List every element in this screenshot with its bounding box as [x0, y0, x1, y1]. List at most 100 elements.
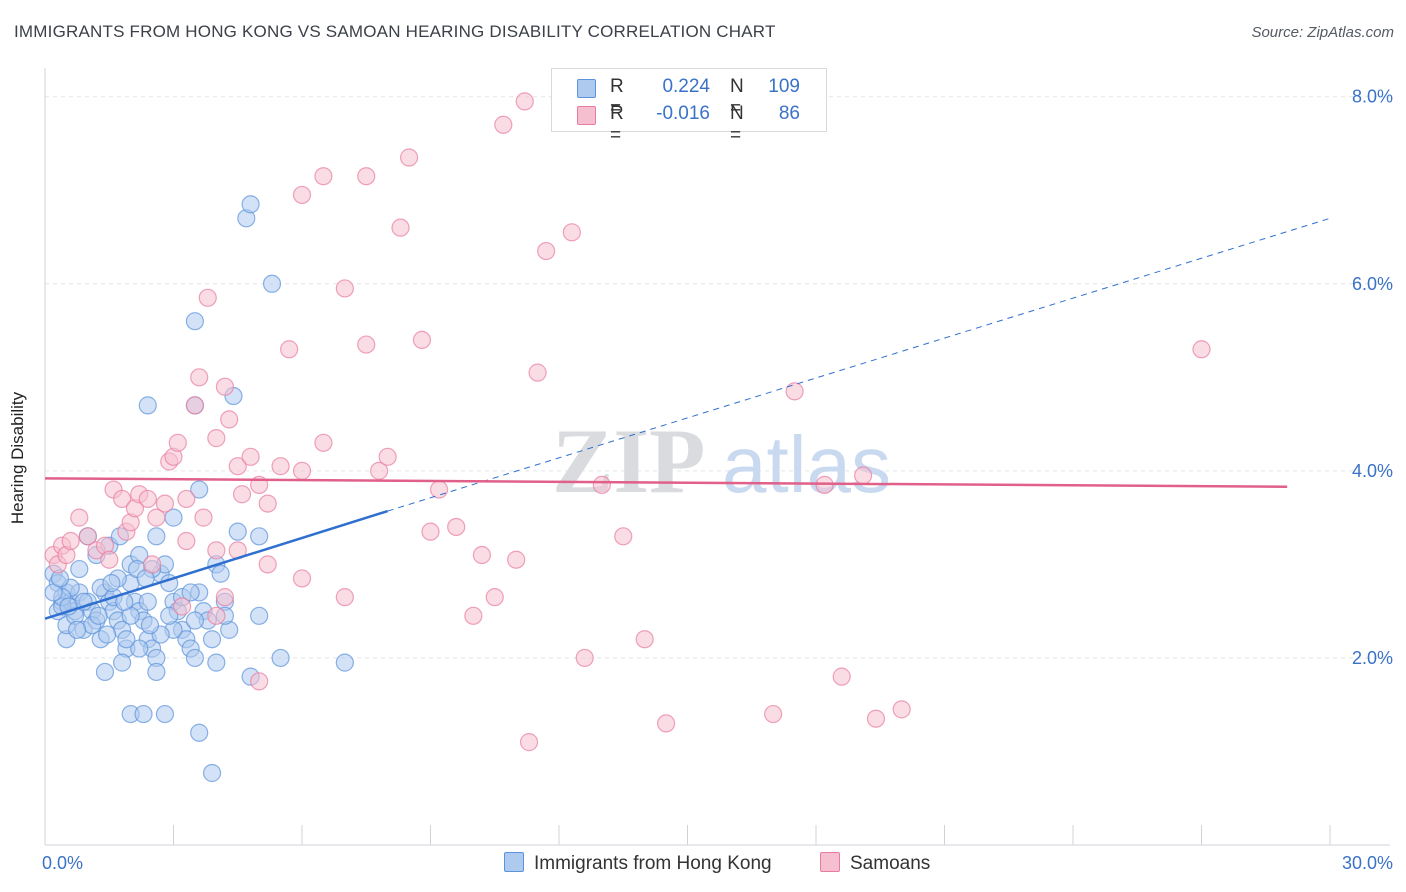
point-hong-kong [190, 480, 209, 499]
legend-n-value: 109 [768, 76, 800, 97]
legend-r-value: -0.016 [656, 103, 710, 124]
point-hong-kong [250, 606, 269, 625]
legend-n-label: N = [730, 76, 744, 119]
point-samoans [314, 433, 333, 452]
point-samoans [537, 241, 556, 261]
point-hong-kong [70, 559, 89, 579]
point-samoans [528, 363, 547, 382]
point-samoans [292, 569, 312, 588]
point-hong-kong [185, 648, 205, 668]
point-samoans [592, 475, 611, 494]
point-samoans [854, 466, 873, 485]
point-samoans [112, 489, 132, 509]
trend-line-samoans [44, 477, 1288, 489]
point-samoans [391, 218, 410, 237]
point-samoans [215, 377, 234, 396]
x-tick-label-min: 0.0% [42, 853, 83, 873]
legend-swatch-hong-kong [577, 79, 596, 98]
watermark: ZIP atlas [552, 410, 891, 512]
point-samoans [464, 606, 483, 625]
point-samoans [190, 368, 209, 387]
point-samoans [168, 433, 187, 452]
point-samoans [357, 335, 376, 354]
point-hong-kong [211, 564, 230, 583]
point-samoans [378, 447, 397, 466]
point-samoans [421, 522, 440, 541]
point-samoans [485, 588, 504, 607]
point-hong-kong [271, 648, 290, 668]
point-hong-kong [207, 653, 226, 672]
y-tick-label: 2.0% [1352, 648, 1393, 668]
point-hong-kong [228, 522, 247, 541]
legend-swatch-samoans [577, 106, 596, 125]
series-label-samoans: Samoans [850, 853, 931, 874]
point-samoans [198, 288, 217, 307]
series-legend-samoans: Samoans [820, 852, 930, 875]
point-samoans [177, 489, 196, 509]
point-samoans [280, 340, 299, 359]
point-samoans [515, 92, 534, 111]
point-samoans [412, 330, 432, 350]
point-samoans [635, 630, 654, 649]
point-samoans [832, 667, 851, 686]
point-samoans [215, 588, 234, 607]
axes [44, 68, 1390, 846]
legend-r-label: R = [610, 76, 624, 119]
point-hong-kong [335, 653, 354, 672]
point-samoans [258, 555, 277, 574]
point-samoans [142, 555, 162, 574]
point-hong-kong [155, 704, 175, 724]
point-hong-kong [190, 723, 209, 742]
chart-title: IMMIGRANTS FROM HONG KONG VS SAMOAN HEAR… [14, 22, 776, 41]
point-samoans [155, 494, 175, 513]
point-hong-kong [112, 653, 132, 672]
point-samoans [519, 733, 539, 752]
x-tick-label-max: 30.0% [1342, 853, 1393, 873]
point-samoans [335, 588, 354, 607]
point-hong-kong [241, 195, 260, 214]
correlation-legend: R = 0.224 N = 109 R = -0.016 N = 86 [551, 68, 827, 146]
point-hong-kong [134, 704, 153, 724]
point-hong-kong [181, 583, 200, 602]
point-samoans [866, 709, 886, 728]
point-samoans [172, 597, 192, 616]
point-samoans [138, 489, 157, 509]
point-hong-kong [160, 606, 179, 625]
gridlines [45, 96, 1390, 659]
point-samoans [78, 527, 97, 546]
point-hong-kong [202, 630, 222, 649]
point-hong-kong [138, 396, 157, 415]
point-samoans [562, 223, 581, 242]
point-hong-kong [147, 527, 166, 546]
y-tick-label: 8.0% [1352, 87, 1393, 107]
point-hong-kong [89, 606, 108, 625]
point-hong-kong [98, 625, 117, 644]
point-samoans [399, 148, 419, 167]
point-samoans [271, 457, 290, 476]
point-samoans [220, 410, 239, 429]
point-samoans [614, 527, 633, 546]
point-samoans [228, 457, 247, 476]
series-legend-hong-kong: Immigrants from Hong Kong [504, 852, 772, 875]
point-samoans [241, 447, 260, 466]
point-samoans [250, 672, 269, 691]
point-samoans [507, 550, 526, 569]
point-hong-kong [117, 630, 136, 649]
x-ticks [44, 825, 1331, 845]
point-samoans [194, 508, 213, 527]
point-samoans [258, 494, 277, 513]
y-tick-label: 4.0% [1352, 461, 1393, 481]
point-samoans [357, 167, 376, 186]
watermark-atlas: atlas [722, 420, 891, 509]
point-samoans [314, 167, 333, 186]
point-samoans [207, 606, 226, 625]
y-tick-labels: 2.0% 4.0% 6.0% 8.0% [1352, 87, 1393, 668]
series-label-hong-kong: Immigrants from Hong Kong [534, 853, 772, 874]
point-samoans [892, 700, 911, 719]
point-samoans [100, 550, 119, 569]
point-samoans [575, 648, 594, 668]
legend-n-value: 86 [778, 103, 800, 124]
point-hong-kong [147, 662, 166, 682]
point-samoans [61, 531, 80, 551]
